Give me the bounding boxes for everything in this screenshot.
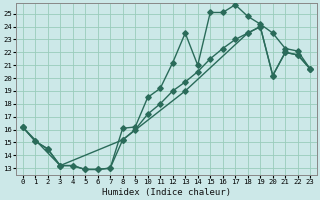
X-axis label: Humidex (Indice chaleur): Humidex (Indice chaleur) <box>102 188 231 197</box>
